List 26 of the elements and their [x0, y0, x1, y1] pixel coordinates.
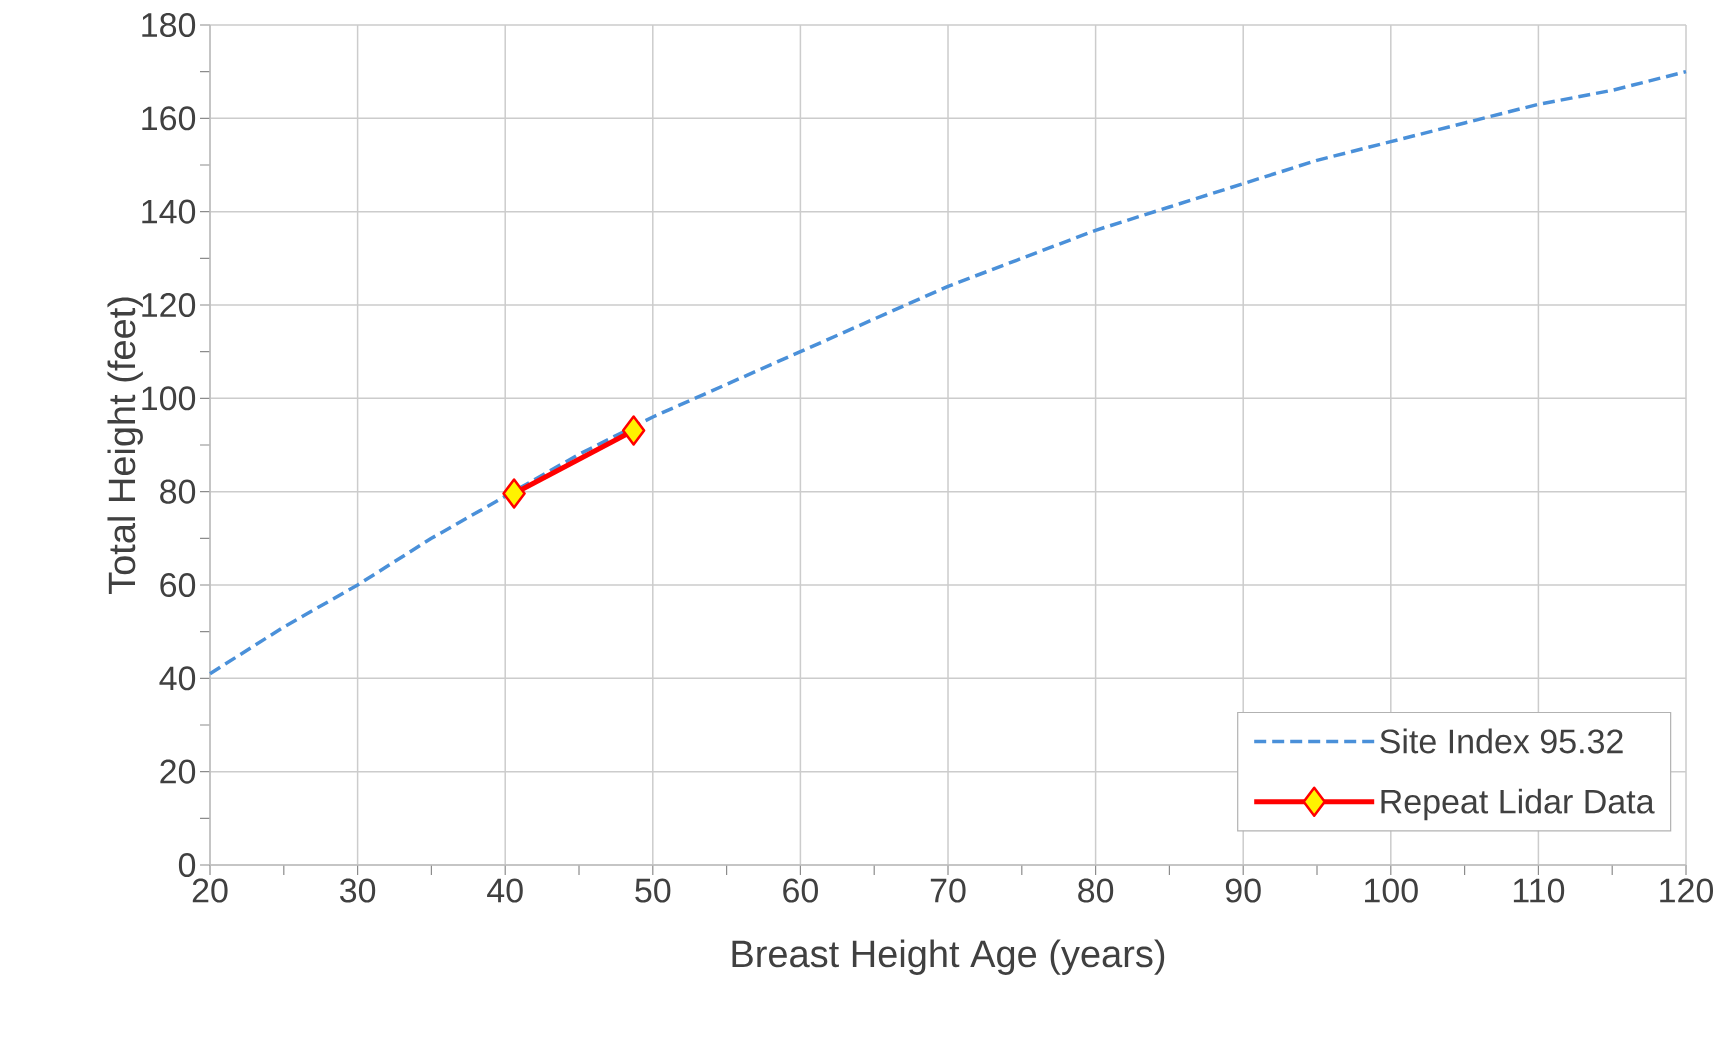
- y-tick-label: 140: [142, 199, 196, 224]
- legend-label: Repeat Lidar Data: [1381, 788, 1655, 821]
- x-tick-label: 120: [1660, 878, 1714, 903]
- x-tick-label: 20: [192, 878, 228, 903]
- x-tick-label: 40: [487, 878, 523, 903]
- x-tick-label: 100: [1365, 878, 1418, 903]
- y-tick-label: 40: [159, 666, 196, 691]
- x-tick-label: 80: [1078, 878, 1114, 903]
- y-tick-label: 100: [142, 386, 196, 411]
- x-tick-label: 60: [783, 878, 818, 903]
- x-tick-label: 50: [635, 878, 671, 903]
- y-tick-label: 20: [160, 759, 196, 784]
- x-tick-label: 110: [1513, 878, 1565, 903]
- y-tick-label: 160: [142, 106, 196, 131]
- y-tick-label: 120: [142, 292, 196, 318]
- legend-label: Site Index 95.32: [1380, 728, 1623, 754]
- y-tick-label: 180: [142, 12, 196, 38]
- y-tick-label: 60: [160, 572, 196, 598]
- y-tick-label: 80: [160, 479, 196, 504]
- x-tick-label: 90: [1225, 878, 1261, 903]
- y-axis-title: Total Height (feet): [107, 297, 143, 595]
- line-series: [208, 69, 1688, 676]
- x-tick-label: 70: [930, 878, 966, 903]
- x-axis-title: Breast Height Age (years): [732, 939, 1165, 975]
- y-tick-label: 0: [178, 852, 196, 878]
- x-tick-label: 30: [340, 878, 376, 903]
